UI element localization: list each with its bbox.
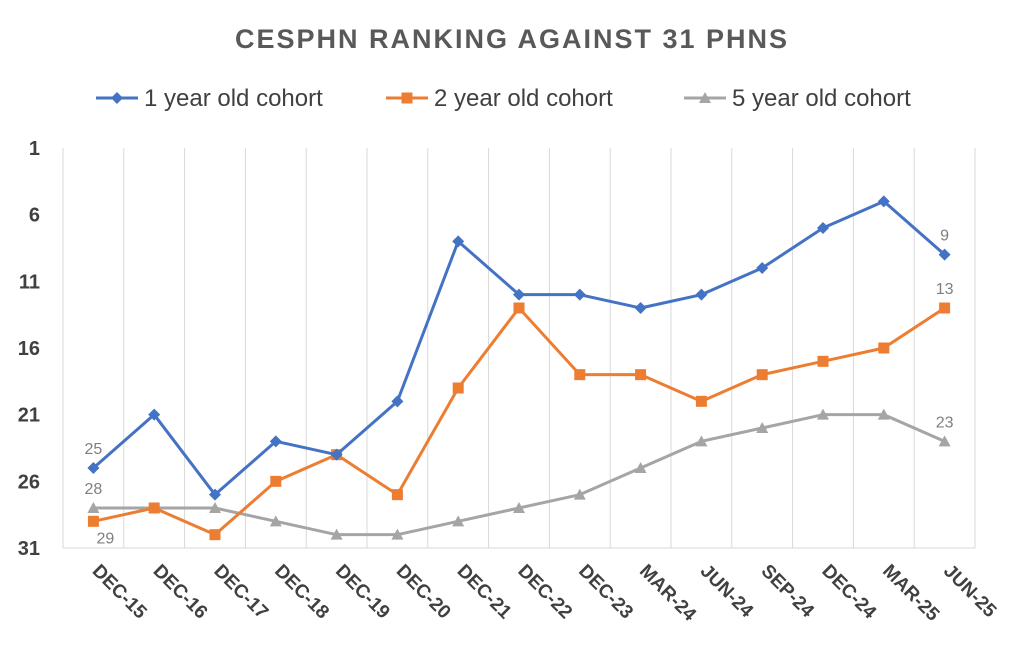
point-diamond [695,288,708,301]
point-triangle [209,502,221,513]
y-tick-label: 11 [19,271,40,293]
point-triangle [756,422,769,433]
point-square [209,529,221,541]
point-diamond [87,462,100,474]
y-tick-label: 16 [18,338,40,360]
point-triangle [573,488,586,500]
point-square [513,302,525,314]
point-square [452,382,464,394]
point-square [148,502,160,514]
point-diamond [111,92,123,104]
point-triangle [695,435,708,447]
point-triangle [634,462,647,473]
point-square [87,515,99,527]
data-label: 9 [940,228,949,245]
point-square [695,395,707,407]
point-square [878,342,890,354]
point-triangle [452,515,465,527]
point-diamond [817,222,829,234]
point-diamond [573,288,586,301]
point-square [401,92,413,104]
point-triangle [330,528,343,540]
gridlines [62,148,976,549]
point-diamond [330,448,343,461]
legend-item: 1 year old cohort [96,85,323,112]
point-triangle [87,502,100,513]
point-diamond [634,302,647,314]
data-labels: 25 29 28 9 13 23 [85,228,954,548]
point-square [939,302,951,314]
point-square [270,475,282,487]
y-tick-label: 31 [18,538,40,560]
point-diamond [269,435,282,448]
point-diamond [391,395,404,408]
point-square [756,369,768,381]
point-diamond [756,262,769,274]
point-square [635,369,647,381]
series-group [87,195,951,541]
data-label: 29 [97,530,115,547]
series-1 [87,195,951,501]
point-diamond [513,288,525,301]
point-square [574,369,586,381]
point-triangle [513,502,525,513]
point-square [817,355,829,367]
point-triangle [269,515,282,527]
y-tick-label: 1 [29,138,40,160]
data-label: 28 [85,481,103,498]
legend-label: 5 year old cohort [732,85,911,112]
point-diamond [938,248,951,261]
point-triangle [391,528,404,540]
series-2 [87,302,951,541]
point-triangle [699,92,711,103]
chart-legend: 1 year old cohort 2 year old cohort 5 year… [96,85,911,112]
point-diamond [452,235,465,248]
data-label: 13 [936,281,954,298]
legend-item: 5 year old cohort [684,85,911,112]
point-diamond [209,488,221,501]
point-diamond [148,408,161,421]
chart-title: CESPHN RANKING AGAINST 31 PHNS [235,24,789,54]
data-label: 25 [85,441,103,458]
legend-label: 1 year old cohort [144,85,323,112]
data-label: 23 [936,414,954,431]
y-tick-label: 21 [18,405,40,427]
point-square [391,489,403,501]
point-triangle [817,408,829,420]
point-diamond [877,195,890,208]
legend-label: 2 year old cohort [434,85,613,112]
y-tick-label: 26 [18,471,40,493]
point-triangle [938,435,951,447]
legend-item: 2 year old cohort [386,85,613,112]
point-triangle [877,408,890,420]
y-tick-label: 6 [29,205,40,227]
